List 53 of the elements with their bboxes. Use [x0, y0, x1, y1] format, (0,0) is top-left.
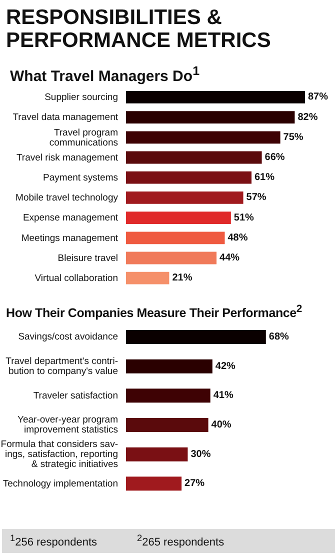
- data-label: 57%: [246, 192, 266, 204]
- bar: [126, 388, 210, 403]
- data-label: 27%: [184, 478, 205, 490]
- data-label: 66%: [264, 152, 285, 163]
- data-label: 41%: [213, 390, 234, 402]
- data-label: 21%: [172, 272, 192, 284]
- y-tick-label: Meetings management: [21, 232, 118, 244]
- y-tick-label: Year-over-year program improvement statistics: [18, 414, 118, 436]
- bar: [126, 232, 225, 244]
- data-label: 48%: [228, 232, 248, 244]
- bar: [126, 359, 212, 374]
- y-tick-label: Travel department's contri- bution to company's value: [6, 356, 118, 377]
- data-label: 30%: [190, 448, 211, 460]
- y-tick-label: Travel data management: [12, 112, 118, 123]
- y-tick-label: Travel risk management: [16, 152, 118, 163]
- y-tick-label: Bleisure travel: [58, 252, 118, 264]
- data-label: 42%: [215, 360, 236, 372]
- chart-title: How Their Companies Measure Their Performance$^{2}$: [5, 303, 303, 320]
- y-tick-label: Formula that considers sav- ings, satisfaction, reporting & strategic initiatives: [0, 438, 118, 470]
- y-tick-label: Travel program communications: [49, 126, 118, 148]
- data-label: 68%: [268, 332, 290, 343]
- data-label: 40%: [211, 420, 232, 431]
- bar: [126, 272, 170, 284]
- bar: [126, 212, 231, 224]
- y-tick-label: Virtual collaboration: [34, 272, 118, 284]
- chart-subtitle: What Travel Managers Do$^{1}$: [9, 63, 201, 85]
- data-label: 82%: [298, 112, 318, 123]
- bar: [126, 192, 244, 204]
- text: $^{1}$256 respondents: [10, 533, 98, 549]
- y-tick-label: Savings/cost avoidance: [18, 331, 118, 342]
- data-label: 61%: [254, 172, 275, 184]
- chart-title: RESPONSIBILITIES & PERFORMANCE METRICS: [5, 5, 272, 52]
- y-tick-label: Traveler satisfaction: [33, 390, 118, 401]
- bar: [126, 151, 262, 164]
- data-label: 75%: [283, 132, 304, 143]
- bar: [126, 111, 295, 124]
- bar: [126, 131, 280, 144]
- bar: [126, 171, 252, 184]
- y-tick-label: Technology implementation: [2, 478, 118, 489]
- text: $^{2}$265 respondents: [137, 533, 224, 549]
- data-label: 51%: [234, 212, 254, 224]
- data-label: 44%: [220, 252, 240, 264]
- bar: [126, 252, 217, 264]
- bar: [126, 447, 188, 462]
- bar: [126, 330, 266, 344]
- y-tick-label: Supplier sourcing: [44, 92, 118, 103]
- bar: [126, 476, 182, 491]
- bar: [126, 91, 305, 104]
- y-tick-label: Payment systems: [43, 172, 118, 183]
- y-tick-label: Mobile travel technology: [16, 192, 118, 204]
- bar: [126, 418, 208, 432]
- data-label: 87%: [308, 92, 328, 103]
- y-tick-label: Expense management: [22, 212, 118, 224]
